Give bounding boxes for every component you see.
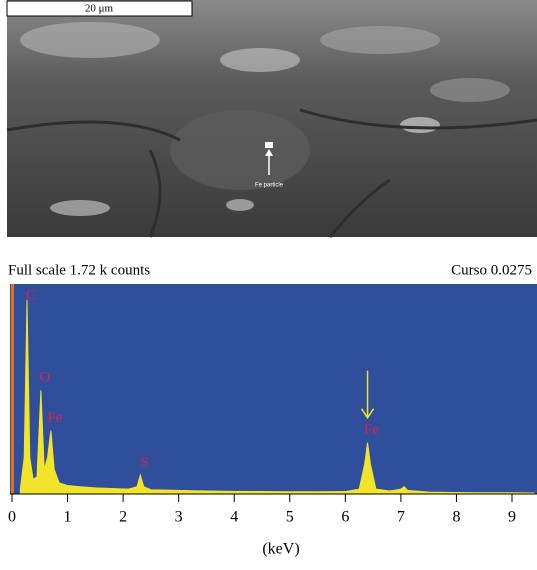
sem-image: Fe particle 20 μm <box>6 0 537 238</box>
plot-background <box>10 284 537 494</box>
x-tick-label: 0 <box>8 509 16 526</box>
x-tick-label: 8 <box>452 509 460 526</box>
plot: 0 1 2 3 4 5 6 7 8 9 C O Fe S Fe <box>8 284 537 526</box>
cursor-label: Curso 0.0275 <box>451 262 532 278</box>
x-tick-label: 5 <box>286 509 294 526</box>
peak-label: Fe <box>364 422 379 438</box>
x-tick-label: 3 <box>175 509 183 526</box>
scale-bar-label: 20 μm <box>85 3 114 15</box>
peak-label: O <box>39 370 50 386</box>
particle-label: Fe particle <box>255 183 284 189</box>
x-tick-label: 9 <box>508 509 516 526</box>
spectrum <box>19 299 535 495</box>
full-scale-label: Full scale 1.72 k counts <box>8 262 150 278</box>
peak-arrow-head <box>360 408 375 420</box>
x-tick-label: 7 <box>397 509 405 526</box>
peak-label: C <box>26 287 36 303</box>
peak-label: Fe <box>47 410 62 426</box>
peak-label: S <box>140 455 148 471</box>
x-tick-label: 6 <box>341 509 349 526</box>
x-axis-label: (keV) <box>262 541 299 558</box>
x-tick-label: 4 <box>230 509 238 526</box>
x-tick-label: 2 <box>119 509 127 526</box>
x-tick-label: 1 <box>64 509 72 526</box>
